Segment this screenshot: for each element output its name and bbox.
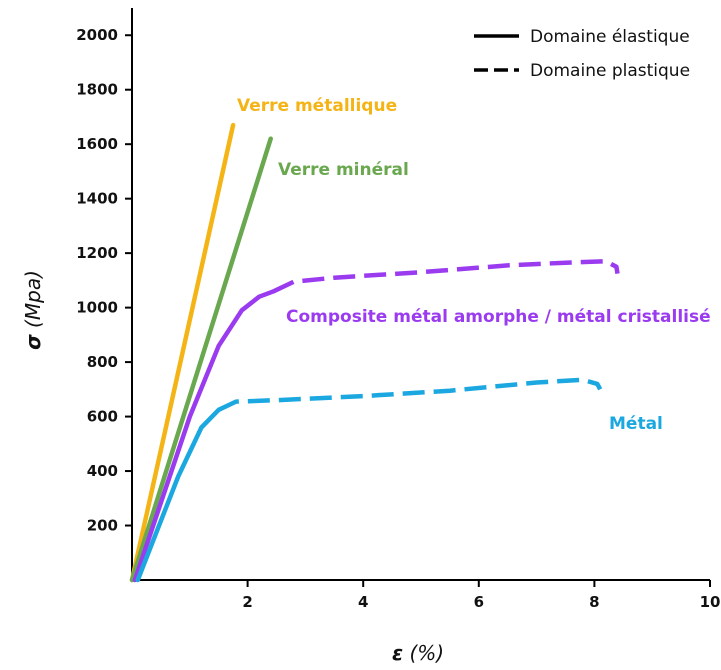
series-composite-metal-amorphe-metal-cristallise: [132, 259, 620, 583]
series-plastic-line: [217, 377, 603, 412]
series-verre-metallique: [129, 122, 236, 583]
series-label-verre-metallique: Verre métallique: [237, 96, 397, 116]
y-tick-label: 1800: [76, 81, 118, 99]
legend-label-dashed: Domaine plastique: [530, 61, 690, 81]
series-label-verre-mineral: Verre minéral: [278, 160, 409, 180]
x-tick-label: 2: [242, 593, 252, 611]
x-tick-label: 6: [474, 593, 484, 611]
x-tick-label: 4: [358, 593, 368, 611]
y-tick-label: 2000: [76, 26, 118, 44]
x-tick-label: 8: [589, 593, 599, 611]
legend-label-solid: Domaine élastique: [530, 27, 690, 47]
y-tick-label: 800: [87, 353, 118, 371]
series-label-composite-metal-amorphe-metal-cristallise: Composite métal amorphe / métal cristall…: [286, 307, 711, 327]
y-tick-label: 200: [87, 517, 118, 535]
x-tick-label: 10: [700, 593, 721, 611]
x-axis-title: ε (%): [392, 641, 444, 665]
series-elastic-line: [132, 289, 276, 583]
ticks: 2 4 6 8 10 200 400 600 800 1000 1200 1400 1600 1800 20…: [76, 26, 720, 611]
axes: [131, 8, 710, 581]
y-tick-label: 1600: [76, 135, 118, 153]
y-tick-label: 600: [87, 408, 118, 426]
legend: Domaine élastique Domaine plastique: [474, 27, 690, 81]
series-elastic-line: [135, 407, 221, 583]
series-labels: Verre métallique Verre minéral Composite m…: [237, 96, 711, 434]
series-plastic-line: [272, 259, 620, 294]
y-tick-label: 1000: [76, 299, 118, 317]
series-metal: [135, 377, 603, 583]
series-label-metal: Métal: [609, 414, 663, 434]
series-elastic-line: [129, 122, 236, 583]
y-axis-title: σ (Mpa): [21, 270, 45, 350]
y-tick-label: 1200: [76, 244, 118, 262]
y-tick-label: 1400: [76, 190, 118, 208]
y-tick-label: 400: [87, 462, 118, 480]
series-layer: [129, 122, 620, 583]
series-elastic-line: [129, 136, 273, 583]
series-verre-mineral: [129, 136, 273, 583]
